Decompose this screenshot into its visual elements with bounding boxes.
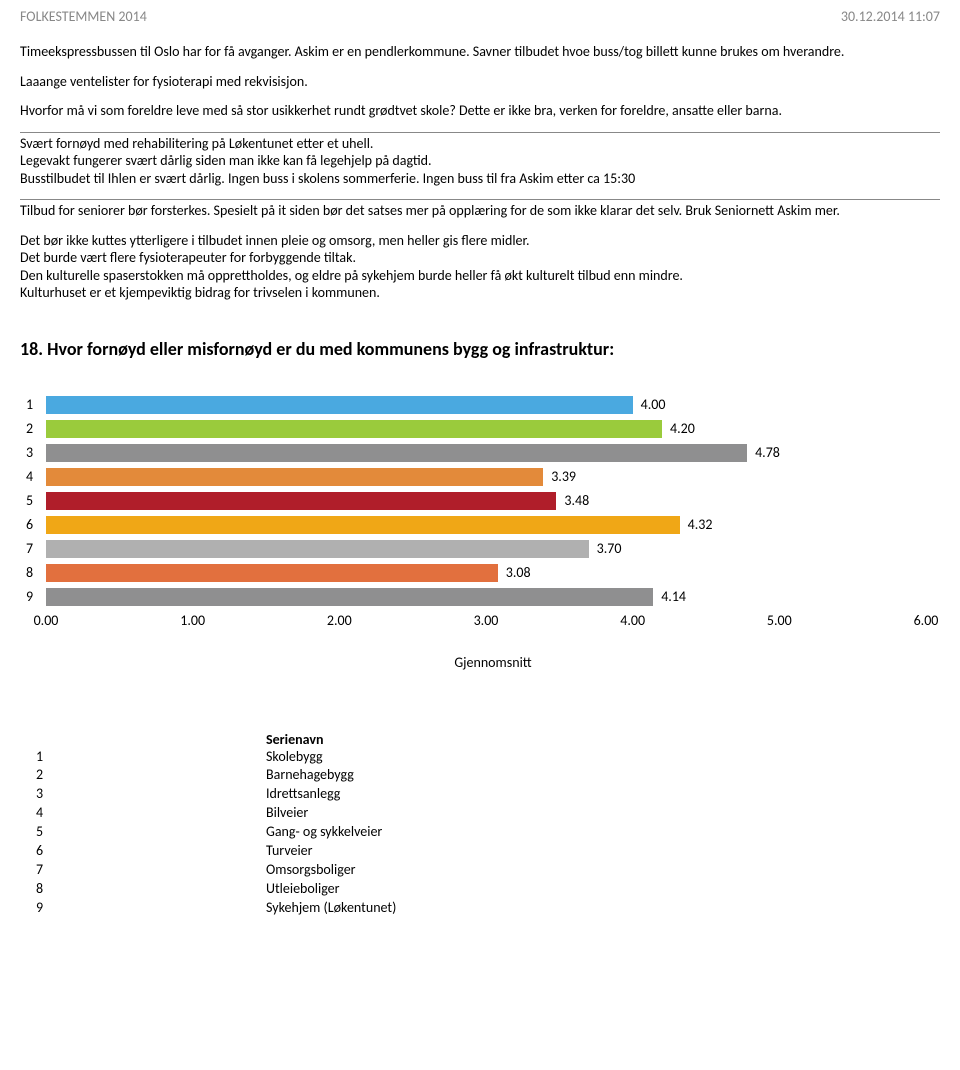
page-header: FOLKESTEMMEN 2014 30.12.2014 11:07	[20, 8, 940, 25]
series-num: 9	[36, 899, 266, 918]
chart-bar-label: 4	[26, 468, 46, 485]
header-left: FOLKESTEMMEN 2014	[20, 8, 147, 25]
paragraph: Det bør ikke kuttes ytterligere i tilbud…	[20, 232, 940, 302]
chart-bar	[46, 420, 662, 438]
chart-row: 73.70	[26, 540, 940, 558]
chart-bar-value: 3.70	[597, 540, 622, 557]
paragraph: Tilbud for seniorer bør forsterkes. Spes…	[20, 202, 940, 220]
chart-bar-value: 3.08	[506, 564, 531, 581]
chart-bar	[46, 396, 633, 414]
chart-bar-label: 6	[26, 516, 46, 533]
series-num: 4	[36, 804, 266, 823]
chart-bar-value: 3.39	[551, 468, 576, 485]
chart-bar	[46, 540, 589, 558]
chart-bar	[46, 516, 680, 534]
x-tick: 3.00	[474, 612, 499, 629]
series-num: 3	[36, 785, 266, 804]
question-heading: 18. Hvor fornøyd eller misfornøyd er du …	[20, 338, 940, 360]
series-row: 2Barnehagebygg	[36, 766, 940, 785]
chart-bar	[46, 564, 498, 582]
chart-bar	[46, 444, 747, 462]
series-name: Gang- og sykkelveier	[266, 823, 382, 842]
chart-row: 83.08	[26, 564, 940, 582]
chart-bar-value: 4.14	[661, 588, 686, 605]
body-text: Timeekspressbussen til Oslo har for få a…	[20, 43, 940, 302]
series-num: 8	[36, 880, 266, 899]
chart-bar-wrap: 3.70	[46, 540, 940, 558]
series-row: 8Utleieboliger	[36, 880, 940, 899]
paragraph: Timeekspressbussen til Oslo har for få a…	[20, 43, 940, 61]
chart-bar	[46, 588, 653, 606]
series-table: Serienavn 1Skolebygg2Barnehagebygg3Idret…	[36, 731, 940, 918]
series-row: 5Gang- og sykkelveier	[36, 823, 940, 842]
x-tick: 6.00	[914, 612, 939, 629]
chart-bar-wrap: 4.20	[46, 420, 940, 438]
chart-bar-wrap: 4.14	[46, 588, 940, 606]
series-num: 6	[36, 842, 266, 861]
chart-bar-label: 5	[26, 492, 46, 509]
chart-bar	[46, 492, 556, 510]
chart-bar-wrap: 4.32	[46, 516, 940, 534]
chart-bar-label: 1	[26, 396, 46, 413]
series-name: Turveier	[266, 842, 313, 861]
chart-bar-value: 4.00	[641, 396, 666, 413]
series-num: 7	[36, 861, 266, 880]
chart-row: 64.32	[26, 516, 940, 534]
chart-bar-wrap: 4.78	[46, 444, 940, 462]
series-row: 1Skolebygg	[36, 748, 940, 767]
chart-row: 53.48	[26, 492, 940, 510]
paragraph: Laaange ventelister for fysioterapi med …	[20, 73, 940, 91]
series-name: Idrettsanlegg	[266, 785, 340, 804]
chart-bar-wrap: 3.48	[46, 492, 940, 510]
chart-row: 24.20	[26, 420, 940, 438]
x-tick: 4.00	[620, 612, 645, 629]
series-row: 7Omsorgsboliger	[36, 861, 940, 880]
series-num: 5	[36, 823, 266, 842]
paragraph: Svært fornøyd med rehabilitering på Løke…	[20, 135, 940, 188]
chart-bar-value: 4.78	[755, 444, 780, 461]
chart-bar-wrap: 3.08	[46, 564, 940, 582]
series-name: Omsorgsboliger	[266, 861, 356, 880]
series-name: Bilveier	[266, 804, 308, 823]
header-right: 30.12.2014 11:07	[841, 8, 940, 25]
chart-bar-label: 3	[26, 444, 46, 461]
x-axis-label: Gjennomsnitt	[46, 654, 940, 671]
chart-bar-wrap: 4.00	[46, 396, 940, 414]
chart-bar-label: 8	[26, 564, 46, 581]
series-header: Serienavn	[266, 731, 940, 748]
chart-row: 34.78	[26, 444, 940, 462]
series-name: Sykehjem (Løkentunet)	[266, 899, 396, 918]
x-tick: 2.00	[327, 612, 352, 629]
series-name: Utleieboliger	[266, 880, 340, 899]
series-row: 4Bilveier	[36, 804, 940, 823]
chart-bar-label: 9	[26, 588, 46, 605]
chart-row: 14.00	[26, 396, 940, 414]
chart-bar-value: 4.32	[688, 516, 713, 533]
chart-row: 94.14	[26, 588, 940, 606]
divider	[20, 199, 940, 200]
series-row: 9Sykehjem (Løkentunet)	[36, 899, 940, 918]
chart-bar-value: 4.20	[670, 420, 695, 437]
series-row: 3Idrettsanlegg	[36, 785, 940, 804]
bar-chart: 14.0024.2034.7843.3953.4864.3273.7083.08…	[20, 396, 940, 671]
divider	[20, 132, 940, 133]
chart-bar-wrap: 3.39	[46, 468, 940, 486]
series-num: 1	[36, 748, 266, 767]
series-name: Skolebygg	[266, 748, 323, 767]
x-axis: 0.001.002.003.004.005.006.00	[46, 612, 940, 630]
chart-bar-label: 2	[26, 420, 46, 437]
series-row: 6Turveier	[36, 842, 940, 861]
chart-bar-label: 7	[26, 540, 46, 557]
series-num: 2	[36, 766, 266, 785]
x-tick: 1.00	[180, 612, 205, 629]
paragraph: Hvorfor må vi som foreldre leve med så s…	[20, 102, 940, 120]
chart-row: 43.39	[26, 468, 940, 486]
chart-bar	[46, 468, 543, 486]
x-tick: 0.00	[34, 612, 59, 629]
chart-bar-value: 3.48	[564, 492, 589, 509]
x-tick: 5.00	[767, 612, 792, 629]
series-name: Barnehagebygg	[266, 766, 354, 785]
